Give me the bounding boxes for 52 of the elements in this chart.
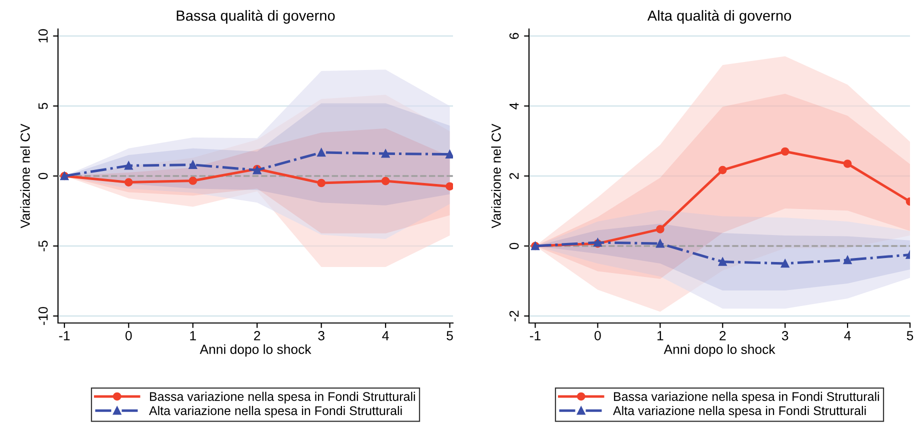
chart-title: Alta qualità di governo [647,10,792,24]
x-axis-title: Anni dopo lo shock [664,344,776,357]
x-tick-label: 1 [190,331,196,340]
point [656,225,664,234]
legend-label: Alta variazione nella spesa in Fondi Strutturali [613,406,866,418]
point [188,176,198,185]
point [446,182,453,191]
y-tick-label: 4 [510,102,519,110]
y-tick-label: -2 [509,310,519,322]
legend-label: Bassa variazione nella spesa in Fondi Strutturali [150,392,415,404]
x-tick-label: 5 [446,331,453,340]
x-tick-label: 5 [906,331,914,340]
y-tick-label: 0 [38,172,48,180]
y-tick-label: 5 [38,102,48,110]
y-tick-label: -10 [38,306,48,325]
x-tick-label: 4 [844,331,851,340]
x-tick-label: -1 [530,331,540,340]
x-tick-label: 3 [318,330,324,340]
x-tick-label: 0 [125,330,132,340]
point [718,258,727,266]
point [317,178,326,188]
point [188,160,198,169]
point [843,160,852,168]
point [124,178,133,186]
x-axis-title: Anni dopo lo shock [200,344,312,357]
point [780,147,790,156]
chart-title: Bassa qualità di governo [176,10,335,24]
x-tick-label: 0 [594,330,601,340]
point [381,176,390,186]
point [780,259,790,268]
point [124,161,133,170]
point [718,166,727,174]
x-tick-label: 3 [782,330,788,340]
y-tick-label: 2 [509,172,519,180]
point [446,150,453,158]
legend-label: Bassa variazione nella spesa in Fondi Strutturali [614,392,879,404]
x-tick-label: 2 [254,330,260,340]
y-tick-label: 0 [509,242,519,250]
x-tick-label: 4 [382,331,389,340]
x-tick-label: -1 [59,331,70,340]
y-tick-label: 6 [509,32,519,39]
y-tick-label: 10 [38,29,48,42]
legend-label: Alta variazione nella spesa in Fondi Strutturali [149,406,402,418]
y-axis-title: Variazione nel CV [20,124,30,228]
point [381,149,390,158]
y-axis-title: Variazione nel CV [491,124,501,228]
x-tick-label: 2 [720,330,726,340]
point [317,148,326,157]
x-tick-label: 1 [658,331,664,340]
point [656,239,664,248]
point [843,256,852,264]
y-tick-label: -5 [38,240,48,252]
